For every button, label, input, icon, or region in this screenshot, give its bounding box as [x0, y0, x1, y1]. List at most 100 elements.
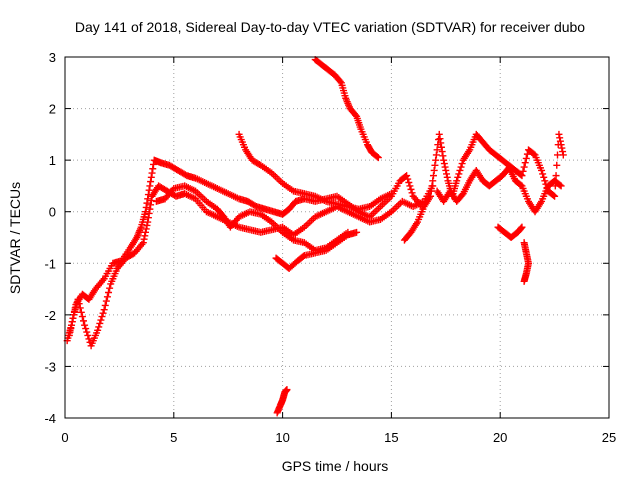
- data-point: [103, 293, 111, 301]
- data-point: [443, 173, 451, 181]
- data-point: [436, 135, 444, 143]
- data-point: [552, 172, 560, 180]
- data-point: [437, 143, 445, 151]
- data-point: [142, 228, 150, 236]
- data-point: [78, 313, 86, 321]
- data-point: [141, 232, 149, 240]
- x-axis-label: GPS time / hours: [282, 458, 389, 474]
- data-point: [387, 190, 395, 198]
- data-point: [429, 172, 437, 180]
- data-point: [456, 166, 464, 174]
- data-point: [74, 295, 82, 303]
- data-point: [146, 205, 154, 213]
- data-point: [84, 331, 92, 339]
- data-point: [66, 328, 74, 336]
- data-point: [438, 148, 446, 156]
- data-point: [440, 160, 448, 168]
- data-point: [556, 137, 564, 145]
- data-point: [405, 178, 413, 186]
- data-point: [139, 239, 147, 247]
- data-point: [374, 154, 382, 162]
- data-point: [67, 325, 75, 333]
- series-arc-8: [400, 130, 567, 244]
- data-point: [408, 189, 416, 197]
- data-point: [454, 173, 462, 181]
- data-point: [77, 308, 85, 316]
- data-point: [142, 225, 150, 233]
- data-point: [283, 386, 291, 394]
- data-point: [95, 323, 103, 331]
- data-point: [556, 134, 564, 142]
- x-tick-label: 25: [602, 430, 616, 445]
- data-point: [96, 319, 104, 327]
- data-point: [68, 321, 76, 329]
- series-arc-6: [273, 386, 291, 417]
- data-point: [443, 170, 451, 178]
- data-point: [101, 301, 109, 309]
- data-point: [147, 201, 155, 209]
- data-point: [140, 235, 148, 243]
- data-point: [518, 172, 526, 180]
- data-point: [144, 218, 152, 226]
- data-point: [144, 214, 152, 222]
- data-point: [143, 221, 151, 229]
- data-point: [442, 166, 450, 174]
- data-point: [455, 170, 463, 178]
- y-tick-label: 3: [49, 50, 56, 65]
- y-tick-label: -4: [44, 411, 56, 426]
- data-point: [431, 161, 439, 169]
- data-point: [432, 156, 440, 164]
- data-point: [106, 284, 114, 292]
- data-point: [538, 166, 546, 174]
- x-tick-label: 5: [170, 430, 177, 445]
- data-point: [69, 314, 77, 322]
- data-point: [540, 173, 548, 181]
- data-point: [550, 191, 558, 199]
- data-point: [430, 166, 438, 174]
- data-point: [553, 161, 561, 169]
- data-point: [441, 163, 449, 171]
- series-arc-11: [520, 239, 532, 285]
- y-tick-label: -3: [44, 359, 56, 374]
- data-point: [458, 160, 466, 168]
- series-arc-9: [433, 164, 565, 216]
- data-point: [373, 153, 381, 161]
- data-point: [94, 326, 102, 334]
- data-point: [353, 228, 361, 236]
- data-point: [519, 167, 527, 175]
- data-point: [82, 325, 90, 333]
- data-point: [147, 197, 155, 205]
- data-point: [147, 173, 155, 181]
- series-arc-5: [272, 228, 361, 272]
- data-point: [518, 223, 526, 231]
- x-tick-label: 15: [384, 430, 398, 445]
- data-point: [100, 306, 108, 314]
- data-point: [79, 317, 87, 325]
- data-point: [437, 139, 445, 147]
- data-point: [147, 178, 155, 186]
- data-point: [453, 177, 461, 185]
- data-point: [149, 165, 157, 173]
- y-tick-label: 0: [49, 205, 56, 220]
- data-point: [559, 148, 567, 156]
- data-point: [97, 316, 105, 324]
- data-point: [407, 185, 415, 193]
- data-point: [145, 209, 153, 217]
- data-point: [105, 289, 113, 297]
- data-point: [435, 130, 443, 138]
- data-point: [76, 304, 84, 312]
- data-point: [336, 77, 344, 85]
- data-point: [98, 313, 106, 321]
- data-point: [555, 130, 563, 138]
- data-point: [539, 170, 547, 178]
- data-point: [102, 297, 110, 305]
- data-point: [439, 152, 447, 160]
- grid: [65, 57, 609, 418]
- x-tick-label: 0: [61, 430, 68, 445]
- data-point: [148, 169, 156, 177]
- data-point: [517, 224, 525, 232]
- series-arc-1: [63, 156, 426, 345]
- data-point: [551, 192, 559, 200]
- data-point: [68, 318, 76, 326]
